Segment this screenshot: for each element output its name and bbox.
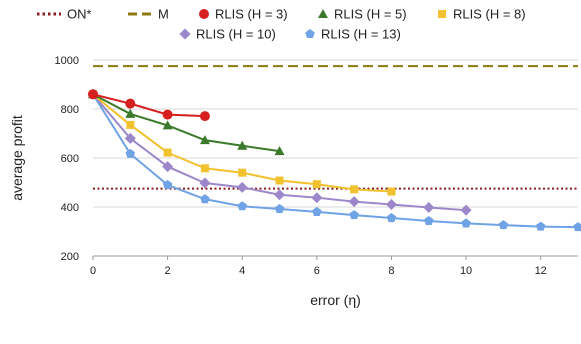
data-point xyxy=(125,108,136,118)
data-point xyxy=(162,179,173,189)
legend-marker xyxy=(438,10,446,18)
y-tick-label: 200 xyxy=(61,251,79,263)
data-point xyxy=(236,181,248,193)
data-point xyxy=(274,203,285,214)
y-tick-label: 1000 xyxy=(55,55,79,67)
data-point xyxy=(535,221,546,231)
legend-marker xyxy=(318,9,328,18)
data-point xyxy=(348,196,360,208)
legend-label: RLIS (H = 10) xyxy=(196,27,276,42)
series-group xyxy=(87,88,581,232)
data-point xyxy=(199,135,210,145)
legend-item: RLIS (H = 5) xyxy=(318,7,407,22)
data-point xyxy=(162,161,174,173)
legend: ON* M RLIS (H = 3) RLIS (H = 5) RLIS (H = 8)… xyxy=(37,7,526,42)
reference-lines xyxy=(93,65,578,190)
y-tick-label: 600 xyxy=(61,153,79,165)
data-point xyxy=(350,185,359,194)
data-point xyxy=(460,204,472,216)
legend-label: M xyxy=(158,7,169,22)
series-line xyxy=(92,93,280,153)
data-point xyxy=(237,201,247,211)
data-point xyxy=(200,164,209,173)
series-line xyxy=(92,93,579,229)
data-point xyxy=(162,109,173,120)
x-tick-label: 0 xyxy=(90,265,96,277)
data-point xyxy=(274,189,286,201)
data-point xyxy=(385,199,397,211)
data-point xyxy=(312,180,321,189)
data-point xyxy=(311,192,323,204)
data-point xyxy=(386,213,397,223)
data-point xyxy=(238,168,247,177)
data-point xyxy=(573,222,581,232)
legend-label: ON* xyxy=(67,7,92,22)
x-tick-label: 2 xyxy=(165,265,171,277)
data-point xyxy=(199,111,210,122)
legend-marker xyxy=(199,9,209,19)
data-point xyxy=(162,120,173,130)
x-tick-label: 8 xyxy=(388,265,394,277)
data-point xyxy=(424,215,434,226)
legend-label: RLIS (H = 5) xyxy=(334,7,407,22)
data-point xyxy=(125,98,136,109)
data-point xyxy=(275,176,284,185)
y-tick-label: 400 xyxy=(61,202,79,214)
legend-marker xyxy=(179,28,191,40)
data-point xyxy=(126,120,135,129)
legend-item: RLIS (H = 10) xyxy=(179,27,276,42)
data-point xyxy=(124,132,136,144)
x-axis-title: error (η) xyxy=(310,292,361,308)
legend-item: RLIS (H = 8) xyxy=(438,7,526,22)
data-point xyxy=(163,148,172,157)
y-axis-title: average profit xyxy=(9,115,25,201)
x-tick-label: 10 xyxy=(460,265,472,277)
data-point xyxy=(88,89,98,100)
data-point xyxy=(498,220,509,230)
x-tick-label: 12 xyxy=(535,265,547,277)
data-point xyxy=(349,210,359,220)
legend-label: RLIS (H = 8) xyxy=(453,7,526,22)
series-4 xyxy=(88,89,581,232)
series-line xyxy=(92,93,205,118)
legend-label: RLIS (H = 13) xyxy=(321,27,401,42)
legend-item: RLIS (H = 3) xyxy=(199,7,288,22)
legend-label: RLIS (H = 3) xyxy=(215,7,288,22)
series-0 xyxy=(88,89,210,122)
y-tick-label: 800 xyxy=(61,104,79,116)
axes: 200 400 600 800 1000 0 2 4 6 8 10 12 xyxy=(55,55,578,277)
legend-item: RLIS (H = 13) xyxy=(305,27,401,42)
data-point xyxy=(125,148,136,158)
legend-marker xyxy=(305,29,315,39)
data-point xyxy=(200,194,210,204)
data-point xyxy=(461,218,471,228)
x-tick-label: 4 xyxy=(239,265,245,277)
x-tick-label: 6 xyxy=(314,265,320,277)
data-point xyxy=(237,140,248,150)
legend-item: ON* xyxy=(37,7,92,22)
data-point xyxy=(274,146,285,156)
data-point xyxy=(199,177,211,189)
data-point xyxy=(312,206,322,216)
legend-item: M xyxy=(128,7,169,22)
data-point xyxy=(423,201,435,213)
data-point xyxy=(387,187,396,196)
